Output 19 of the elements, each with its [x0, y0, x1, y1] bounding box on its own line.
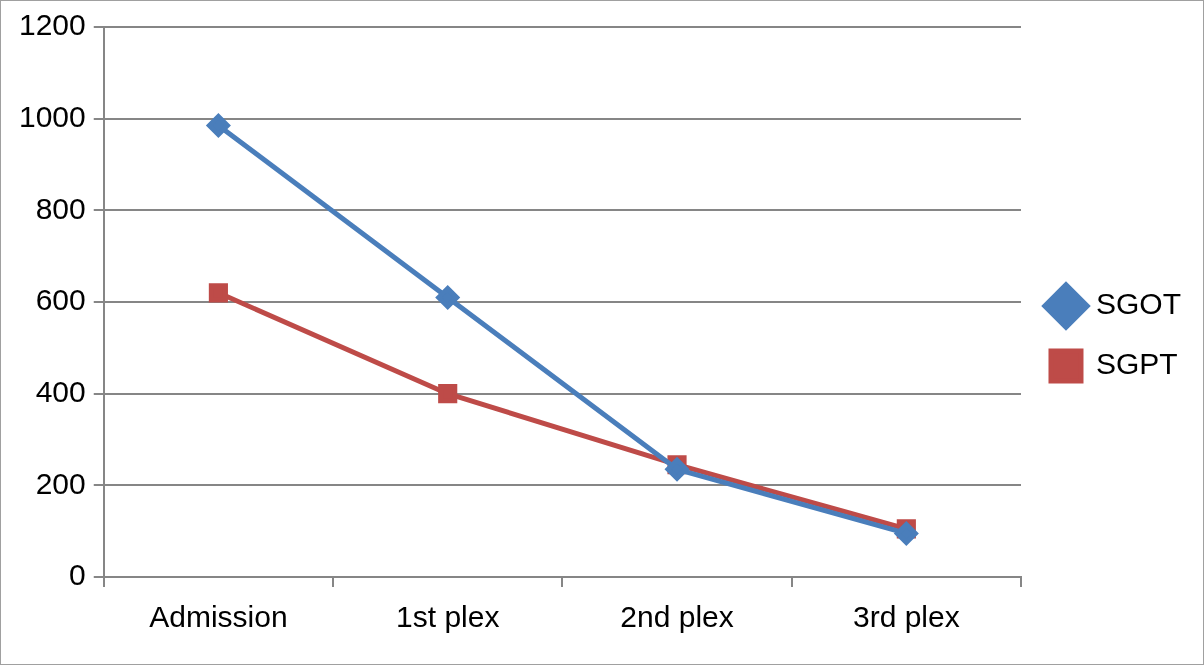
point — [894, 521, 918, 545]
legend-label: SGOT — [1096, 287, 1182, 321]
x-tick-label: 3rd plex — [852, 600, 960, 634]
y-tick-label: 0 — [69, 558, 86, 592]
point — [208, 283, 228, 303]
y-tick-label: 1200 — [18, 8, 86, 42]
point — [436, 285, 460, 309]
x-tick-label: Admission — [149, 600, 288, 634]
y-tick-label: 400 — [35, 374, 86, 408]
y-tick-label: 600 — [35, 283, 86, 317]
point — [206, 114, 230, 138]
point — [438, 384, 458, 404]
x-tick-label: 1st plex — [396, 600, 500, 634]
point — [665, 457, 689, 481]
legend-label: SGPT — [1096, 347, 1178, 381]
y-tick-label: 1000 — [18, 99, 86, 133]
y-tick-label: 800 — [35, 191, 86, 225]
y-tick-label: 200 — [35, 466, 86, 500]
x-tick-label: 2nd plex — [620, 600, 734, 634]
